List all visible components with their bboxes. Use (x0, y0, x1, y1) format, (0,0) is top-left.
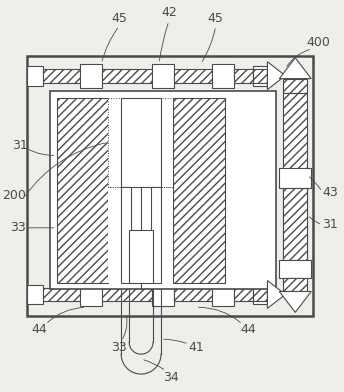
Text: 33: 33 (111, 341, 127, 354)
Text: 42: 42 (161, 7, 177, 20)
Bar (80, 64, 102, 87)
Text: 33: 33 (10, 221, 25, 234)
Text: 400: 400 (306, 36, 330, 49)
Bar (102, 287, 152, 301)
Bar (108, 98, 173, 283)
Bar (102, 69, 152, 83)
Bar (129, 230, 153, 283)
Bar (174, 287, 212, 301)
Bar (43, 287, 80, 301)
Bar (173, 98, 225, 283)
Text: 45: 45 (111, 13, 127, 25)
Bar (50, 91, 276, 290)
Text: 44: 44 (32, 323, 47, 336)
Bar (283, 188, 307, 260)
Bar (254, 287, 267, 301)
Bar (151, 187, 161, 283)
Bar (174, 69, 212, 83)
Bar (121, 187, 131, 283)
Polygon shape (267, 62, 285, 89)
Bar (234, 69, 254, 83)
Bar (279, 260, 311, 278)
Text: 43: 43 (322, 185, 338, 198)
Bar (212, 64, 234, 87)
Bar (279, 168, 311, 188)
Bar (283, 278, 307, 292)
Bar (152, 64, 174, 87)
Bar (27, 285, 43, 305)
Bar (27, 56, 313, 316)
Polygon shape (267, 281, 285, 309)
Bar (80, 283, 102, 307)
Bar (212, 283, 234, 307)
Text: 31: 31 (12, 139, 28, 152)
Bar (152, 283, 174, 307)
Bar (121, 98, 161, 187)
Bar (254, 66, 267, 85)
Bar (283, 79, 307, 93)
Text: 41: 41 (188, 341, 204, 354)
Text: 34: 34 (163, 370, 179, 383)
Bar (27, 66, 43, 85)
Bar (283, 93, 307, 260)
Bar (254, 285, 267, 305)
Text: 44: 44 (241, 323, 256, 336)
Bar (254, 69, 267, 83)
Bar (43, 69, 80, 83)
Bar (234, 287, 254, 301)
Polygon shape (279, 58, 311, 79)
Text: 200: 200 (2, 189, 26, 201)
Polygon shape (279, 292, 311, 312)
Bar (108, 98, 173, 187)
Bar (56, 98, 108, 283)
Text: 45: 45 (208, 13, 224, 25)
Text: 31: 31 (322, 218, 338, 231)
